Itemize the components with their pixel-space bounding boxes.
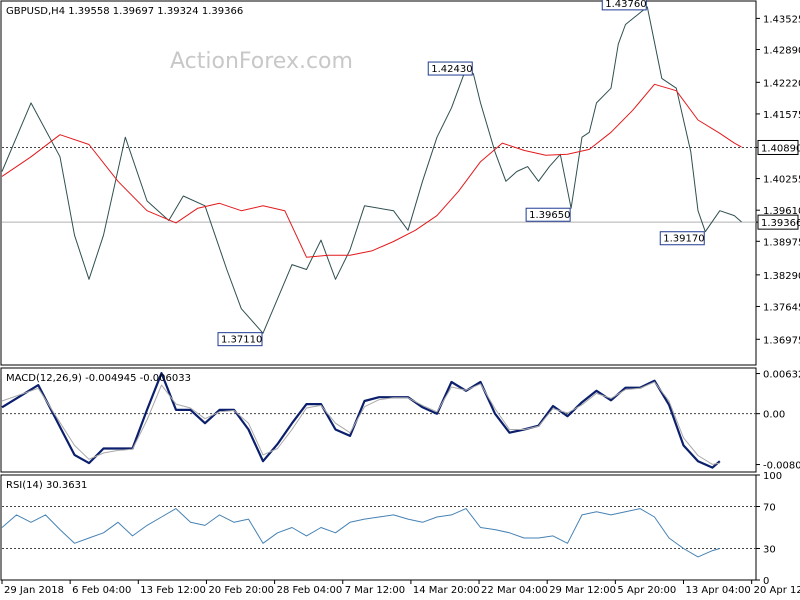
- y-tick-label: 1.42890: [763, 46, 800, 57]
- y-tick-label: 1.40890: [761, 143, 800, 154]
- y-price-box: [757, 214, 799, 230]
- y-tick-label: 1.41575: [763, 110, 800, 121]
- x-tick-label: 22 Mar 04:00: [481, 585, 548, 596]
- y-tick-label: 1.42220: [763, 78, 800, 89]
- y-tick-label: 1.37645: [763, 302, 800, 313]
- panel-header: MACD(12,26,9) -0.004945 -0.006033: [6, 373, 191, 384]
- y-tick-label: 1.38975: [763, 237, 800, 248]
- y-tick-label: 0: [763, 576, 769, 587]
- x-tick-label: 20 Apr 12:00: [754, 585, 800, 596]
- y-tick-label: 100: [763, 471, 782, 482]
- y-tick-label: -0.008022: [763, 461, 800, 472]
- annotation-label: 1.39650: [529, 210, 570, 221]
- x-tick-label: 14 Mar 20:00: [413, 585, 480, 596]
- y-tick-label: 1.39610: [763, 206, 800, 217]
- rsi-line: [1, 508, 720, 558]
- x-tick-label: 5 Apr 20:00: [617, 585, 676, 596]
- y-price-box: [757, 139, 799, 155]
- x-tick-label: 13 Apr 04:00: [686, 585, 751, 596]
- y-tick-label: 1.40255: [763, 175, 800, 186]
- y-tick-label: 70: [763, 503, 776, 514]
- annotation-label: 1.43760: [605, 0, 646, 10]
- annotation-box: [525, 207, 571, 222]
- y-tick-label: 30: [763, 545, 776, 556]
- signal-line: [1, 381, 720, 465]
- x-tick-label: 6 Feb 04:00: [72, 585, 131, 596]
- price-line: [1, 6, 742, 334]
- panel-frame: [0, 0, 757, 366]
- annotation-box: [427, 61, 473, 76]
- panel-header: RSI(14) 30.3631: [6, 480, 87, 491]
- annotation-label: 1.42430: [431, 64, 472, 75]
- y-tick-label: 0.00: [763, 410, 785, 421]
- panel-frame: [0, 367, 757, 473]
- moving-average-line: [1, 83, 742, 258]
- y-tick-label: 1.38290: [763, 271, 800, 282]
- x-tick-label: 20 Feb 20:00: [208, 585, 274, 596]
- x-tick-label: 28 Feb 04:00: [277, 585, 343, 596]
- x-tick-label: 13 Feb 12:00: [140, 585, 206, 596]
- x-tick-label: 29 Jan 2018: [4, 585, 64, 596]
- annotation-box: [601, 0, 647, 11]
- panel-frame: [0, 474, 757, 581]
- annotation-label: 1.37110: [221, 335, 262, 346]
- annotation-box: [659, 231, 705, 246]
- y-tick-label: 0.006326: [763, 370, 800, 381]
- y-tick-label: 1.43525: [763, 14, 800, 25]
- watermark: ActionForex.com: [170, 49, 353, 74]
- x-tick-label: 7 Mar 12:00: [345, 585, 405, 596]
- y-tick-label: 1.36975: [763, 335, 800, 346]
- macd-line: [1, 372, 721, 469]
- panel-header: GBPUSD,H4 1.39558 1.39697 1.39324 1.3936…: [6, 6, 243, 17]
- annotation-label: 1.39170: [663, 234, 704, 245]
- y-tick-label: 1.39366: [761, 218, 800, 229]
- x-tick-label: 29 Mar 12:00: [549, 585, 616, 596]
- annotation-box: [217, 332, 263, 347]
